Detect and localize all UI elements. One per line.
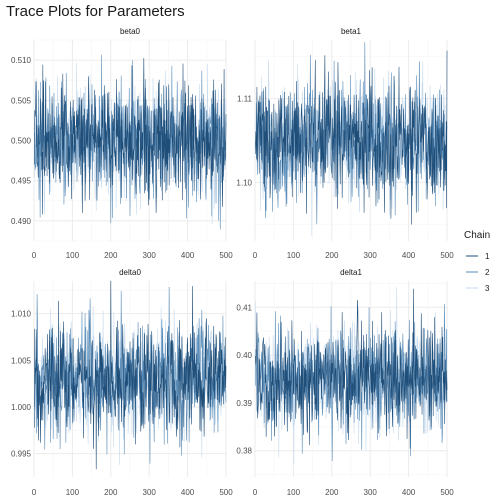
- x-tick-label: 400: [181, 251, 195, 260]
- panel-beta0: beta0 0.490 0.495 0.500 0.505 0.510 0 100 200 300…: [11, 27, 233, 260]
- chain-legend: Chain 1 2 3: [464, 230, 490, 293]
- panel-delta0: delta0 0.995 1.000 1.005 1.010 0 100 200 300 400 5…: [11, 268, 233, 497]
- panel-delta1: delta1 0.38 0.39 0.40 0.41 0 100 200 300 400 500: [236, 268, 454, 497]
- legend-label: 3: [485, 284, 490, 293]
- x-tick-label: 300: [364, 251, 378, 260]
- panel-title: delta1: [340, 268, 362, 277]
- y-tick-label: 0.495: [11, 177, 32, 186]
- trace-chain-1: [255, 50, 448, 225]
- y-tick-label: 0.500: [11, 137, 32, 146]
- x-tick-label: 400: [402, 488, 416, 497]
- panel-title: beta0: [120, 27, 141, 36]
- trace-chain-1: [34, 280, 227, 470]
- x-tick-label: 500: [219, 488, 233, 497]
- y-tick-label: 1.010: [11, 310, 32, 319]
- y-tick-label: 1.10: [236, 178, 252, 187]
- x-tick-label: 0: [32, 251, 37, 260]
- x-tick-label: 100: [287, 251, 301, 260]
- panel-title: beta1: [341, 27, 362, 36]
- x-tick-label: 0: [32, 488, 37, 497]
- x-tick-label: 200: [325, 488, 339, 497]
- x-tick-label: 0: [253, 488, 258, 497]
- x-tick-label: 300: [143, 251, 157, 260]
- figure-title: Trace Plots for Parameters: [6, 3, 185, 20]
- y-tick-label: 0.490: [11, 217, 32, 226]
- x-tick-label: 300: [364, 488, 378, 497]
- legend-label: 1: [485, 252, 490, 261]
- x-tick-label: 200: [104, 488, 118, 497]
- y-tick-label: 0.41: [236, 303, 252, 312]
- y-tick-label: 0.40: [236, 351, 252, 360]
- x-tick-label: 100: [287, 488, 301, 497]
- y-tick-label: 0.995: [11, 450, 32, 459]
- y-tick-label: 1.005: [11, 356, 32, 365]
- trace-chain-1: [255, 288, 448, 449]
- x-tick-label: 100: [66, 488, 80, 497]
- x-tick-label: 200: [325, 251, 339, 260]
- x-tick-label: 200: [104, 251, 118, 260]
- trace-chain-1: [34, 57, 227, 215]
- y-tick-label: 1.000: [11, 403, 32, 412]
- x-tick-label: 100: [66, 251, 80, 260]
- y-tick-label: 0.505: [11, 96, 32, 105]
- legend-title: Chain: [464, 230, 490, 241]
- x-tick-label: 400: [402, 251, 416, 260]
- panel-beta1: beta1 1.10 1.11 0 100 200 300 400 500: [236, 27, 454, 260]
- x-tick-label: 400: [181, 488, 195, 497]
- x-tick-label: 500: [440, 488, 454, 497]
- x-tick-label: 500: [440, 251, 454, 260]
- y-tick-label: 1.11: [237, 95, 253, 104]
- y-tick-label: 0.38: [236, 447, 252, 456]
- x-tick-label: 500: [219, 251, 233, 260]
- legend-label: 2: [485, 268, 490, 277]
- x-tick-label: 300: [143, 488, 157, 497]
- facet-panels: beta0 0.490 0.495 0.500 0.505 0.510 0 100 200 300…: [11, 27, 454, 497]
- x-tick-label: 0: [253, 251, 258, 260]
- panel-title: delta0: [119, 268, 141, 277]
- y-tick-label: 0.510: [11, 56, 32, 65]
- y-tick-label: 0.39: [236, 399, 252, 408]
